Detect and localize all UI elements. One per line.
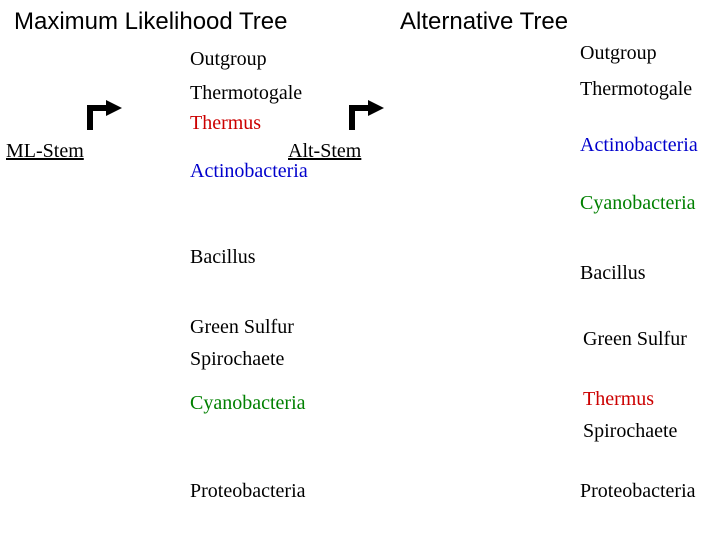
- ml-taxon-cyanobacteria: Cyanobacteria: [190, 392, 306, 415]
- ml-taxon-actinobacteria: Actinobacteria: [190, 160, 308, 183]
- figure-root: Maximum Likelihood Tree Alternative Tree…: [0, 0, 720, 540]
- alt-taxon-actinobacteria: Actinobacteria: [580, 134, 698, 157]
- ml-taxon-thermotogale: Thermotogale: [190, 82, 302, 105]
- alt-taxon-proteobacteria: Proteobacteria: [580, 480, 696, 503]
- alt-taxon-thermus: Thermus: [583, 388, 654, 411]
- alt-taxon-bacillus: Bacillus: [580, 262, 646, 285]
- ml-stem-label: ML-Stem: [6, 140, 84, 163]
- arrow-up-right-icon: [86, 96, 124, 134]
- ml-taxon-outgroup: Outgroup: [190, 48, 267, 71]
- ml-taxon-bacillus: Bacillus: [190, 246, 256, 269]
- ml-taxon-spirochaete: Spirochaete: [190, 348, 284, 371]
- title-right: Alternative Tree: [400, 8, 568, 36]
- alt-taxon-green-sulfur: Green Sulfur: [583, 328, 687, 351]
- alt-taxon-thermotogale: Thermotogale: [580, 78, 692, 101]
- alt-taxon-spirochaete: Spirochaete: [583, 420, 677, 443]
- ml-taxon-green-sulfur: Green Sulfur: [190, 316, 294, 339]
- ml-taxon-proteobacteria: Proteobacteria: [190, 480, 306, 503]
- ml-taxon-thermus: Thermus: [190, 112, 261, 135]
- alt-taxon-outgroup: Outgroup: [580, 42, 657, 65]
- arrow-up-right-icon: [348, 96, 386, 134]
- alt-taxon-cyanobacteria: Cyanobacteria: [580, 192, 696, 215]
- title-left: Maximum Likelihood Tree: [14, 8, 287, 36]
- alt-arrow: [348, 96, 386, 139]
- ml-arrow: [86, 96, 124, 139]
